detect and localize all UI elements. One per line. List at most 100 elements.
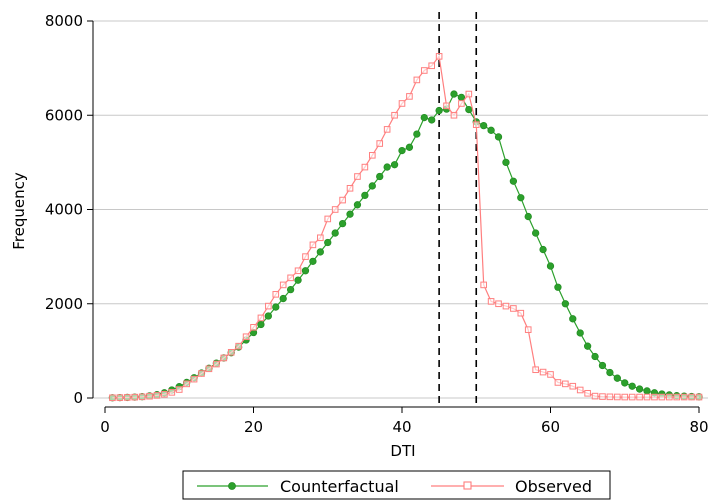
- data-point: [443, 102, 450, 110]
- data-point: [376, 172, 384, 181]
- data-point: [510, 305, 517, 312]
- data-point: [413, 76, 421, 84]
- data-point: [346, 210, 354, 218]
- series-counterfactual: [108, 90, 703, 402]
- data-point: [666, 393, 673, 401]
- data-point: [643, 393, 651, 401]
- data-point: [480, 281, 487, 289]
- data-point: [628, 393, 636, 401]
- data-point: [599, 393, 606, 400]
- data-point: [138, 393, 146, 401]
- data-point: [420, 113, 428, 122]
- y-tick-label: 2000: [45, 295, 83, 313]
- y-tick-label: 6000: [45, 106, 83, 124]
- data-point: [547, 371, 554, 378]
- data-point: [190, 375, 198, 383]
- data-point: [658, 393, 666, 401]
- data-point: [376, 140, 384, 147]
- data-point: [591, 352, 599, 361]
- data-point: [524, 212, 532, 221]
- data-point: [264, 312, 273, 320]
- data-point: [213, 360, 220, 368]
- data-point: [487, 126, 495, 134]
- data-point: [353, 201, 362, 209]
- data-point: [331, 206, 339, 213]
- data-point: [435, 106, 443, 115]
- data-point: [598, 361, 607, 370]
- data-point: [502, 158, 510, 167]
- data-point: [183, 380, 190, 388]
- data-point: [331, 229, 339, 237]
- data-point: [413, 130, 421, 138]
- data-point: [680, 393, 688, 401]
- legend: Counterfactual Observed: [182, 470, 611, 500]
- data-point: [569, 382, 577, 390]
- data-point: [643, 387, 651, 395]
- data-point: [361, 191, 369, 200]
- legend-counterfactual-label: Counterfactual: [280, 477, 399, 496]
- data-point: [302, 253, 309, 260]
- x-tick-label: 20: [244, 418, 263, 436]
- data-point: [220, 354, 228, 362]
- data-point: [257, 320, 265, 329]
- data-point: [383, 126, 391, 133]
- data-point: [301, 267, 310, 275]
- data-point: [339, 196, 346, 204]
- data-point: [257, 314, 265, 322]
- data-point: [168, 389, 176, 396]
- data-point: [613, 374, 621, 382]
- data-point: [131, 393, 138, 401]
- legend-observed-label: Observed: [515, 477, 592, 496]
- data-point: [539, 368, 547, 376]
- x-tick-label: 0: [100, 418, 110, 436]
- data-point: [561, 300, 569, 308]
- data-point: [205, 365, 213, 373]
- threshold-lines: [438, 12, 478, 407]
- data-point: [324, 238, 332, 247]
- data-point: [153, 392, 161, 399]
- data-point: [614, 393, 621, 401]
- data-point: [116, 394, 124, 401]
- data-point: [569, 315, 577, 323]
- data-point: [294, 276, 302, 284]
- series-line: [112, 54, 699, 399]
- data-point: [583, 342, 592, 350]
- data-point: [279, 281, 287, 289]
- data-point: [495, 300, 502, 308]
- data-point: [628, 382, 636, 390]
- data-point: [562, 380, 569, 388]
- x-tick-label: 60: [541, 418, 560, 436]
- data-point: [576, 329, 584, 337]
- data-point: [532, 366, 539, 374]
- y-gridlines: [93, 20, 708, 399]
- data-point: [309, 241, 317, 249]
- data-point: [688, 393, 695, 401]
- axes: 0 2000 4000 6000 8000 0 20 40 60 80: [45, 12, 709, 436]
- data-point: [651, 393, 658, 401]
- data-point: [621, 379, 629, 387]
- data-point: [286, 285, 295, 294]
- data-point: [361, 163, 369, 171]
- data-point: [242, 333, 250, 341]
- data-point: [324, 215, 332, 223]
- data-point: [539, 245, 547, 254]
- data-point: [428, 62, 435, 70]
- data-point: [317, 234, 324, 242]
- data-point: [450, 111, 458, 119]
- data-point: [369, 152, 376, 159]
- data-point: [532, 229, 540, 237]
- data-point: [405, 143, 414, 151]
- data-point: [287, 274, 294, 282]
- data-point: [606, 368, 614, 377]
- data-point: [450, 90, 458, 98]
- data-point: [465, 105, 473, 114]
- series-line: [112, 93, 700, 399]
- data-point: [517, 194, 525, 202]
- y-tick-label: 4000: [45, 201, 83, 219]
- data-point: [428, 116, 436, 124]
- data-point: [487, 298, 495, 305]
- x-tick-label: 80: [689, 418, 708, 436]
- data-point: [279, 294, 287, 303]
- data-point: [316, 248, 324, 256]
